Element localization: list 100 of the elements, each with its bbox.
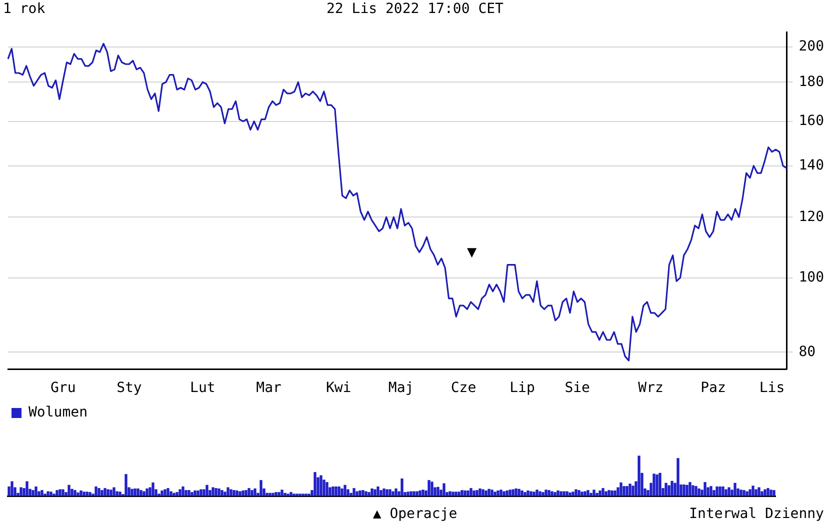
bar — [196, 490, 200, 496]
x-tick-label: Paz — [700, 380, 726, 396]
bar — [530, 491, 532, 496]
bar — [544, 490, 548, 496]
bar — [506, 490, 508, 496]
bar — [484, 490, 488, 496]
bar — [574, 489, 578, 496]
bar — [98, 488, 100, 496]
bar — [542, 492, 544, 496]
bar — [80, 490, 82, 496]
bar — [710, 486, 712, 496]
bar — [554, 492, 556, 496]
bar — [620, 482, 622, 496]
bar — [676, 458, 680, 496]
bar — [62, 489, 64, 496]
bar — [568, 492, 572, 496]
bar — [284, 492, 286, 496]
bar — [688, 482, 692, 496]
bar — [206, 484, 208, 496]
bar — [116, 491, 118, 496]
bar — [740, 490, 742, 496]
bar — [602, 488, 604, 496]
bar — [238, 491, 242, 496]
bar — [610, 490, 614, 496]
bar — [742, 490, 746, 496]
bar — [668, 485, 670, 496]
bar — [536, 490, 538, 496]
bar — [194, 490, 196, 496]
bar — [68, 484, 70, 496]
bar — [184, 490, 188, 496]
bar — [224, 492, 226, 496]
bar — [70, 488, 74, 496]
bar — [130, 488, 134, 496]
bar — [94, 486, 98, 496]
text: Interwal Dzienny — [688, 505, 825, 524]
bar — [628, 484, 632, 496]
bar — [596, 492, 598, 496]
bar — [410, 491, 412, 496]
bar — [40, 490, 44, 496]
y-tick-label: 160 — [798, 112, 824, 129]
bar — [562, 491, 566, 496]
bar — [632, 486, 634, 496]
bar — [550, 491, 554, 496]
bar — [272, 492, 274, 496]
bar — [514, 488, 518, 496]
bar — [226, 487, 230, 496]
bar — [400, 478, 404, 496]
x-tick-label: Kwi — [326, 380, 352, 396]
bar — [56, 490, 58, 496]
bar — [164, 489, 166, 496]
bar — [748, 489, 752, 496]
bar — [236, 490, 238, 496]
bar — [770, 490, 772, 496]
bar — [652, 474, 656, 496]
bar — [526, 490, 530, 496]
bar — [428, 480, 430, 496]
bar — [380, 490, 382, 496]
bar — [104, 488, 106, 496]
bar — [724, 489, 728, 496]
bar — [232, 490, 236, 496]
bar — [242, 490, 244, 496]
bar — [374, 489, 376, 496]
bar — [524, 492, 526, 496]
bar — [118, 492, 122, 496]
bar — [200, 489, 202, 496]
bar — [698, 488, 700, 496]
bar — [244, 490, 248, 496]
bar — [584, 491, 586, 496]
bar — [520, 490, 524, 496]
bar — [250, 490, 254, 496]
bar — [34, 486, 38, 496]
y-tick-label: 80 — [798, 344, 816, 360]
bar — [758, 487, 760, 496]
bar — [254, 488, 256, 496]
bar — [590, 492, 592, 496]
bar — [388, 489, 392, 496]
bar — [88, 492, 92, 496]
bar — [718, 486, 722, 496]
bar — [556, 490, 560, 496]
bar — [586, 490, 590, 496]
bar — [746, 491, 748, 496]
bar — [140, 490, 142, 496]
bar — [578, 490, 580, 496]
bar — [592, 490, 596, 496]
bar — [260, 480, 262, 496]
bar — [412, 491, 416, 496]
bar — [692, 485, 694, 496]
bar — [386, 489, 388, 496]
bar — [682, 484, 686, 496]
bar — [172, 492, 176, 496]
bar — [670, 480, 674, 496]
bar — [766, 488, 770, 496]
bar — [26, 481, 28, 496]
x-tick-label: Gru — [50, 380, 76, 396]
bar — [352, 488, 356, 496]
bar — [476, 490, 478, 496]
bar — [176, 492, 178, 496]
bar — [190, 492, 194, 496]
bar — [188, 490, 190, 496]
bar — [368, 492, 370, 496]
